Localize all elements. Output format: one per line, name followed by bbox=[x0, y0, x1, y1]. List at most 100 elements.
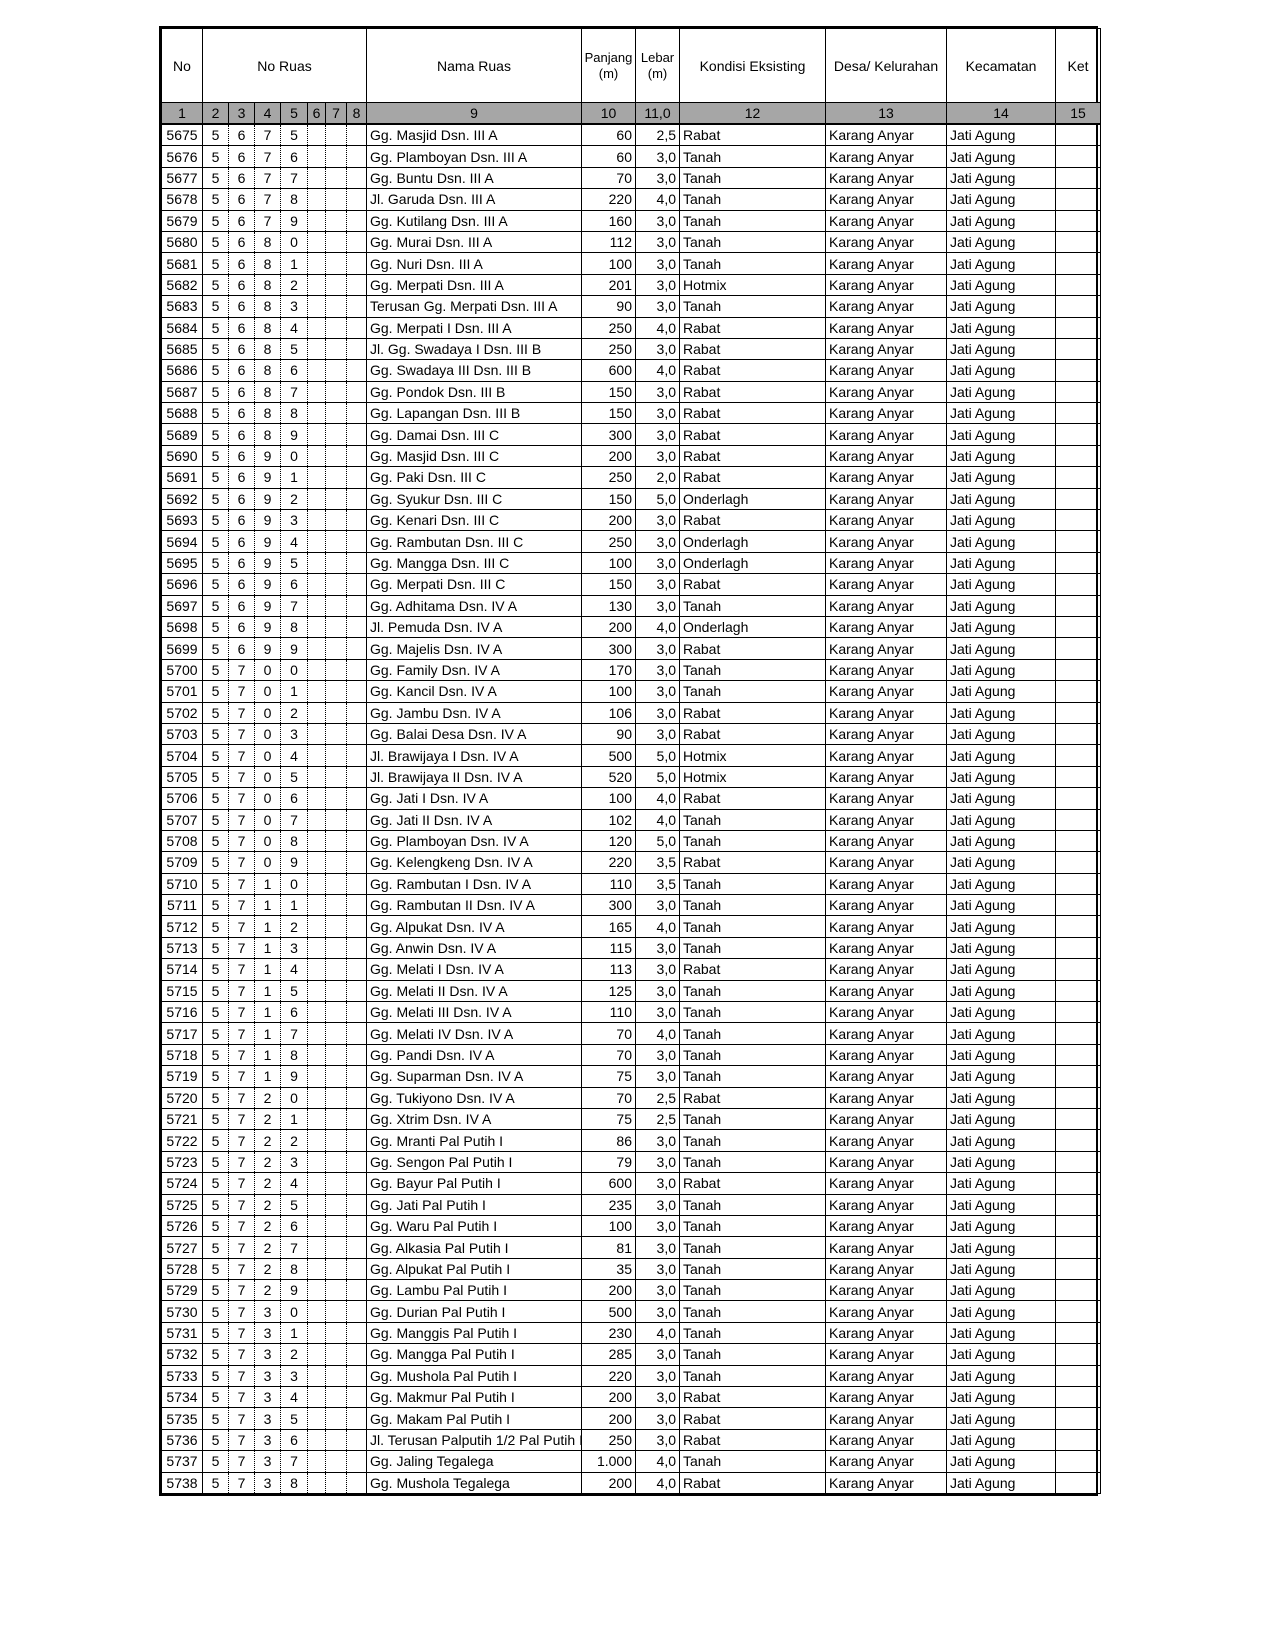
row-no-cell: 5737 bbox=[161, 1450, 203, 1473]
kondisi-cell: Tanah bbox=[679, 1193, 826, 1216]
panjang-cell: 200 bbox=[581, 1386, 636, 1409]
nama-ruas-cell: Gg. Merpati Dsn. III C bbox=[366, 573, 582, 596]
ket-cell bbox=[1055, 1236, 1101, 1259]
panjang-cell: 250 bbox=[581, 466, 636, 489]
ruas-digit-5-cell: 0 bbox=[280, 1086, 308, 1109]
table-row: 5727 5 7 2 7 Gg. Alkasia Pal Putih I 81 3,0 Tana… bbox=[161, 1236, 1101, 1259]
ruas-digit-5-cell: 7 bbox=[280, 1022, 308, 1045]
ruas-digit-5-cell: 7 bbox=[280, 1236, 308, 1259]
kondisi-cell: Tanah bbox=[679, 594, 826, 617]
kecamatan-cell: Jati Agung bbox=[946, 1407, 1056, 1430]
ruas-digit-4-cell: 3 bbox=[254, 1300, 281, 1323]
panjang-cell: 90 bbox=[581, 722, 636, 746]
nama-ruas-cell: Gg. Durian Pal Putih I bbox=[366, 1300, 582, 1323]
ruas-digit-4-cell: 8 bbox=[254, 273, 281, 297]
desa-cell: Karang Anyar bbox=[825, 1450, 947, 1473]
nama-ruas-cell: Gg. Jati I Dsn. IV A bbox=[366, 787, 582, 810]
panjang-cell: 235 bbox=[581, 1193, 636, 1216]
ruas-digit-3-cell: 6 bbox=[228, 402, 255, 425]
nama-ruas-cell: Gg. Jambu Dsn. IV A bbox=[366, 701, 582, 724]
table-row: 5731 5 7 3 1 Gg. Manggis Pal Putih I 230 4,0 Tan… bbox=[161, 1321, 1101, 1345]
row-no-cell: 5729 bbox=[161, 1279, 203, 1302]
ruas-digit-5-cell: 5 bbox=[280, 337, 308, 361]
header-kecamatan: Kecamatan bbox=[946, 28, 1056, 103]
kondisi-cell: Tanah bbox=[679, 1001, 826, 1024]
table-row: 5726 5 7 2 6 Gg. Waru Pal Putih I 100 3,0 Tanah K… bbox=[161, 1214, 1101, 1238]
ruas-digit-6-cell bbox=[307, 1471, 326, 1495]
desa-cell: Karang Anyar bbox=[825, 166, 947, 190]
ruas-digit-3-cell: 7 bbox=[228, 894, 255, 917]
ruas-digit-6-cell bbox=[307, 1172, 326, 1195]
ruas-digit-2-cell: 5 bbox=[202, 209, 229, 232]
ruas-digit-2-cell: 5 bbox=[202, 958, 229, 981]
ruas-digit-8-cell bbox=[346, 1343, 367, 1366]
nama-ruas-cell: Gg. Mangga Dsn. III C bbox=[366, 551, 582, 575]
ruas-digit-2-cell: 5 bbox=[202, 1407, 229, 1430]
ruas-digit-5-cell: 9 bbox=[280, 851, 308, 874]
ruas-digit-4-cell: 0 bbox=[254, 680, 281, 703]
lebar-cell: 4,0 bbox=[635, 615, 680, 639]
ruas-digit-4-cell: 1 bbox=[254, 1043, 281, 1067]
lebar-cell: 3,0 bbox=[635, 1236, 680, 1259]
ket-cell bbox=[1055, 958, 1101, 981]
desa-cell: Karang Anyar bbox=[825, 1321, 947, 1345]
ket-cell bbox=[1055, 402, 1101, 425]
panjang-cell: 520 bbox=[581, 765, 636, 789]
lebar-cell: 2,5 bbox=[635, 1086, 680, 1109]
row-no-cell: 5697 bbox=[161, 594, 203, 617]
desa-cell: Karang Anyar bbox=[825, 1471, 947, 1495]
ruas-digit-8-cell bbox=[346, 188, 367, 211]
kecamatan-cell: Jati Agung bbox=[946, 316, 1056, 339]
table-row: 5706 5 7 0 6 Gg. Jati I Dsn. IV A 100 4,0 Rabat K… bbox=[161, 787, 1101, 810]
ruas-digit-6-cell bbox=[307, 915, 326, 938]
nama-ruas-cell: Gg. Kenari Dsn. III C bbox=[366, 509, 582, 532]
desa-cell: Karang Anyar bbox=[825, 1150, 947, 1174]
row-no-cell: 5699 bbox=[161, 637, 203, 660]
ruas-digit-2-cell: 5 bbox=[202, 1450, 229, 1473]
ket-cell bbox=[1055, 680, 1101, 703]
row-no-cell: 5709 bbox=[161, 851, 203, 874]
table-row: 5713 5 7 1 3 Gg. Anwin Dsn. IV A 115 3,0 Tanah Ka… bbox=[161, 936, 1101, 960]
ruas-digit-7-cell bbox=[325, 337, 347, 361]
ruas-digit-2-cell: 5 bbox=[202, 1107, 229, 1131]
ruas-digit-8-cell bbox=[346, 915, 367, 938]
ruas-digit-4-cell: 0 bbox=[254, 701, 281, 724]
column-number: 4 bbox=[254, 102, 281, 125]
ruas-digit-4-cell: 9 bbox=[254, 594, 281, 617]
ruas-digit-8-cell bbox=[346, 658, 367, 682]
kondisi-cell: Rabat bbox=[679, 423, 826, 446]
table-row: 5725 5 7 2 5 Gg. Jati Pal Putih I 235 3,0 Tanah K… bbox=[161, 1193, 1101, 1216]
kondisi-cell: Tanah bbox=[679, 1129, 826, 1152]
ket-cell bbox=[1055, 1214, 1101, 1238]
desa-cell: Karang Anyar bbox=[825, 509, 947, 532]
ruas-digit-2-cell: 5 bbox=[202, 337, 229, 361]
ket-cell bbox=[1055, 423, 1101, 446]
lebar-cell: 5,0 bbox=[635, 829, 680, 853]
nama-ruas-cell: Gg. Mushola Pal Putih I bbox=[366, 1364, 582, 1388]
ruas-digit-6-cell bbox=[307, 1364, 326, 1388]
ruas-digit-4-cell: 9 bbox=[254, 444, 281, 468]
kondisi-cell: Tanah bbox=[679, 1065, 826, 1088]
table-row: 5720 5 7 2 0 Gg. Tukiyono Dsn. IV A 70 2,5 Rabat… bbox=[161, 1086, 1101, 1109]
ruas-digit-5-cell: 7 bbox=[280, 380, 308, 404]
ruas-digit-8-cell bbox=[346, 787, 367, 810]
row-no-cell: 5694 bbox=[161, 530, 203, 553]
row-no-cell: 5720 bbox=[161, 1086, 203, 1109]
desa-cell: Karang Anyar bbox=[825, 829, 947, 853]
ruas-digit-2-cell: 5 bbox=[202, 787, 229, 810]
row-no-cell: 5679 bbox=[161, 209, 203, 232]
nama-ruas-cell: Gg. Waru Pal Putih I bbox=[366, 1214, 582, 1238]
ruas-digit-5-cell: 7 bbox=[280, 1450, 308, 1473]
ruas-digit-5-cell: 5 bbox=[280, 1193, 308, 1216]
ruas-digit-3-cell: 7 bbox=[228, 958, 255, 981]
panjang-cell: 200 bbox=[581, 509, 636, 532]
nama-ruas-cell: Jl. Garuda Dsn. III A bbox=[366, 188, 582, 211]
kecamatan-cell: Jati Agung bbox=[946, 123, 1056, 147]
kecamatan-cell: Jati Agung bbox=[946, 295, 1056, 318]
ruas-digit-6-cell bbox=[307, 423, 326, 446]
panjang-cell: 120 bbox=[581, 829, 636, 853]
ruas-digit-8-cell bbox=[346, 1086, 367, 1109]
ruas-digit-4-cell: 9 bbox=[254, 487, 281, 511]
desa-cell: Karang Anyar bbox=[825, 1086, 947, 1109]
kecamatan-cell: Jati Agung bbox=[946, 1065, 1056, 1088]
